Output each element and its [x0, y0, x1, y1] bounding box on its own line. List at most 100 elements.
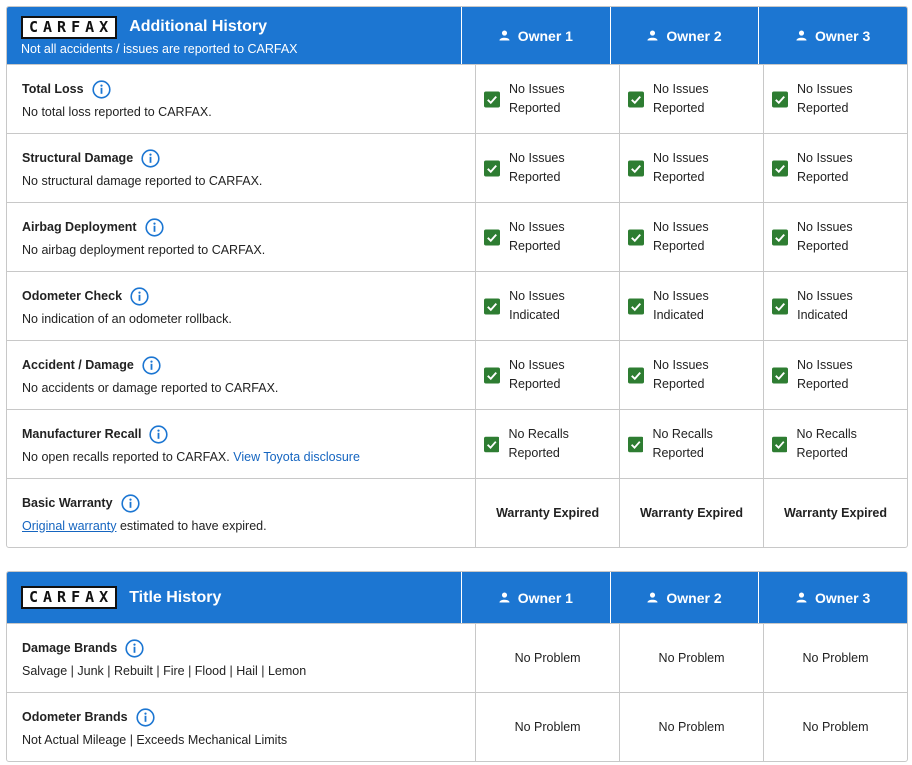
description-text: No airbag deployment reported to CARFAX.: [22, 242, 266, 257]
label-line: Total Loss: [22, 79, 460, 99]
owner-name: Owner 2: [666, 589, 722, 606]
description-text: No total loss reported to CARFAX.: [22, 104, 212, 119]
header-top: CARFAX Title History: [21, 586, 447, 609]
check-icon: [772, 160, 789, 176]
description-text: No structural damage reported to CARFAX.: [22, 173, 263, 188]
status: No Problem: [802, 651, 869, 665]
status-cell: Warranty Expired: [475, 479, 619, 547]
owner-header: Owner 2: [609, 7, 759, 64]
status-cell: No Issues Reported: [763, 65, 907, 133]
row: Basic Warranty Original warranty estimate…: [7, 478, 907, 547]
link[interactable]: Original warranty: [22, 518, 117, 533]
status-cell: No Issues Reported: [475, 134, 619, 202]
info-icon[interactable]: [149, 424, 169, 444]
row-label: Odometer Brands Not Actual Mileage | Exce…: [7, 693, 475, 761]
status-cell: No Issues Reported: [475, 341, 619, 409]
description-text: No accidents or damage reported to CARFA…: [22, 380, 279, 395]
section: CARFAX Title History Owner 1 Owner 2 Owner 3…: [6, 571, 908, 762]
status-cell: Warranty Expired: [763, 479, 907, 547]
description-text: Not Actual Mileage | Exceeds Mechanical …: [22, 732, 288, 747]
status-cell: No Problem: [475, 693, 619, 761]
check-icon: [484, 297, 501, 315]
owner-icon: [647, 592, 658, 603]
status-cell: No Issues Indicated: [475, 272, 619, 340]
row: Odometer Brands Not Actual Mileage | Exce…: [7, 692, 907, 761]
check-icon: [772, 436, 788, 452]
info-icon[interactable]: [135, 707, 155, 727]
row: Accident / Damage No accidents or damage …: [7, 340, 907, 409]
label-line: Odometer Check: [22, 286, 460, 306]
status-cell: Warranty Expired: [619, 479, 763, 547]
owner-name: Owner 3: [815, 27, 871, 44]
description: Original warranty estimated to have expi…: [22, 519, 460, 533]
status-cell: No Issues Reported: [619, 134, 763, 202]
owner-name: Owner 3: [815, 589, 871, 606]
status-cell: No Recalls Reported: [475, 410, 619, 478]
owner-name: Owner 1: [517, 589, 573, 606]
info-icon[interactable]: [91, 79, 111, 99]
label-line: Airbag Deployment: [22, 217, 460, 237]
label-line: Odometer Brands: [22, 707, 460, 727]
info-icon[interactable]: [125, 638, 144, 658]
check-icon: [628, 229, 645, 245]
status: No Problem: [514, 720, 581, 734]
section-subtitle: Not all accidents / issues are reported …: [21, 41, 298, 56]
row-label: Accident / Damage No accidents or damage …: [7, 341, 475, 409]
row: Manufacturer Recall No open recalls repor…: [7, 409, 907, 478]
status-cell: No Recalls Reported: [619, 410, 763, 478]
info-icon[interactable]: [142, 355, 161, 375]
status: No Issues Indicated: [653, 289, 709, 322]
status: No Issues Reported: [797, 151, 853, 184]
check-icon: [772, 229, 789, 245]
label: Basic Warranty: [22, 496, 113, 510]
owner-header: Owner 2: [609, 572, 759, 623]
label: Accident / Damage: [22, 358, 134, 372]
status: Warranty Expired: [640, 506, 744, 520]
status-cell: No Issues Indicated: [763, 272, 907, 340]
status-cell: No Issues Reported: [763, 134, 907, 202]
owner-icon: [796, 30, 807, 41]
owner-header: Owner 1: [461, 572, 610, 623]
description: No open recalls reported to CARFAX. View…: [22, 450, 460, 464]
row-label: Total Loss No total loss reported to CARF…: [7, 65, 475, 133]
label-line: Manufacturer Recall: [22, 424, 460, 444]
header-left: CARFAX Title History: [7, 572, 461, 623]
row: Structural Damage No structural damage re…: [7, 133, 907, 202]
header-left: CARFAX Additional History Not all accident…: [7, 7, 461, 64]
description: No accidents or damage reported to CARFA…: [22, 381, 460, 395]
description: Salvage | Junk | Rebuilt | Fire | Flood …: [22, 664, 460, 678]
status: No Issues Reported: [797, 358, 853, 391]
description: No airbag deployment reported to CARFAX.: [22, 243, 460, 257]
row-label: Odometer Check No indication of an odomet…: [7, 272, 475, 340]
status-cell: No Issues Indicated: [619, 272, 763, 340]
status-cell: No Problem: [475, 624, 619, 692]
description: No structural damage reported to CARFAX.: [22, 174, 460, 188]
info-icon[interactable]: [130, 286, 149, 306]
label: Manufacturer Recall: [22, 427, 142, 441]
label: Total Loss: [22, 82, 84, 96]
owner-name: Owner 2: [666, 27, 722, 44]
row: Damage Brands Salvage | Junk | Rebuilt | …: [7, 623, 907, 692]
link[interactable]: View Toyota disclosure: [233, 449, 360, 464]
description: No indication of an odometer rollback.: [22, 312, 460, 326]
section: CARFAX Additional History Not all accident…: [6, 6, 908, 548]
row-label: Basic Warranty Original warranty estimate…: [7, 479, 475, 547]
info-icon[interactable]: [141, 148, 160, 168]
label: Structural Damage: [22, 151, 134, 165]
logo: CARFAX: [21, 15, 118, 39]
description: No total loss reported to CARFAX.: [22, 105, 460, 119]
check-icon: [484, 229, 501, 245]
status-cell: No Recalls Reported: [763, 410, 907, 478]
check-icon: [484, 367, 501, 383]
check-icon: [772, 297, 789, 315]
info-icon[interactable]: [145, 217, 164, 237]
status-cell: No Issues Reported: [475, 65, 619, 133]
info-icon[interactable]: [120, 493, 140, 513]
check-icon: [772, 91, 789, 107]
status-cell: No Problem: [763, 624, 907, 692]
label: Airbag Deployment: [22, 220, 137, 234]
row: Airbag Deployment No airbag deployment re…: [7, 202, 907, 271]
check-icon: [628, 297, 645, 315]
owner-header: Owner 1: [461, 7, 610, 64]
owner-header: Owner 3: [758, 572, 907, 623]
